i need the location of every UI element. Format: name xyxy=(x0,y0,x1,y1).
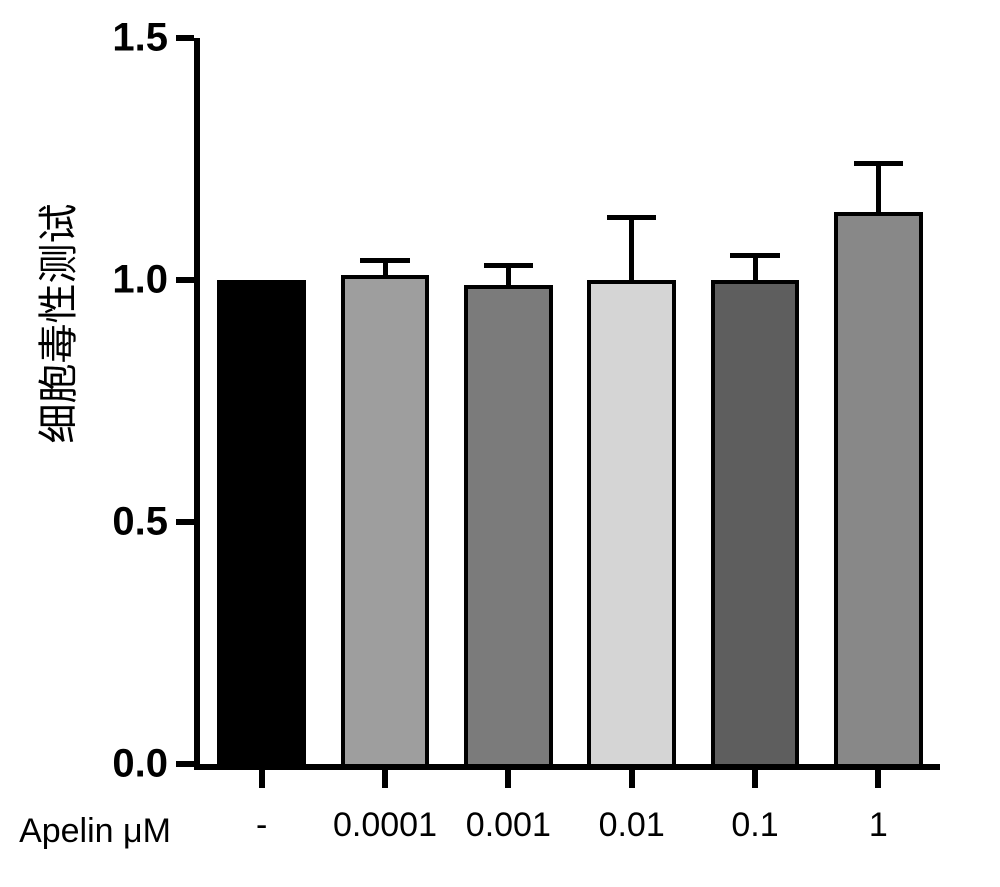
x-axis-line xyxy=(194,764,940,770)
bar xyxy=(464,285,553,764)
error-bar-cap xyxy=(730,253,779,258)
x-tick-label: 0.1 xyxy=(731,764,778,845)
plot-area: 0.00.51.01.5细胞毒性测试-0.00010.0010.010.11Ap… xyxy=(200,38,940,764)
bar xyxy=(587,280,676,764)
y-axis-title: 细胞毒性测试 xyxy=(26,359,84,444)
y-tick-label: 1.5 xyxy=(112,16,200,61)
y-tick-label: 1.0 xyxy=(112,258,200,303)
bar xyxy=(341,275,430,764)
y-axis-line xyxy=(194,38,200,770)
error-bar-cap xyxy=(484,263,533,268)
bar xyxy=(711,280,800,764)
y-tick-label: 0.0 xyxy=(112,742,200,787)
x-tick-label: 1 xyxy=(869,764,888,845)
error-bar-stem xyxy=(629,217,634,280)
error-bar-cap xyxy=(854,161,903,166)
x-axis-title: Apelin μM xyxy=(19,812,171,851)
x-tick-label: 0.0001 xyxy=(333,764,437,845)
x-tick-label: - xyxy=(256,764,267,845)
error-bar-cap xyxy=(607,215,656,220)
error-bar-stem xyxy=(876,164,881,212)
bar-chart: 0.0 0.5 1.0 1.5 细胞毒性测试 -0.0001 0.001 0.01 0.1 1 Ap… xyxy=(0,0,1000,887)
error-bar-cap xyxy=(360,258,409,263)
bar xyxy=(217,280,306,764)
y-tick-label: 0.5 xyxy=(112,500,200,545)
error-bar-stem xyxy=(753,256,758,280)
bar xyxy=(834,212,923,764)
x-tick-label: 0.001 xyxy=(466,764,551,845)
x-tick-label: 0.01 xyxy=(599,764,665,845)
error-bar-stem xyxy=(506,265,511,284)
